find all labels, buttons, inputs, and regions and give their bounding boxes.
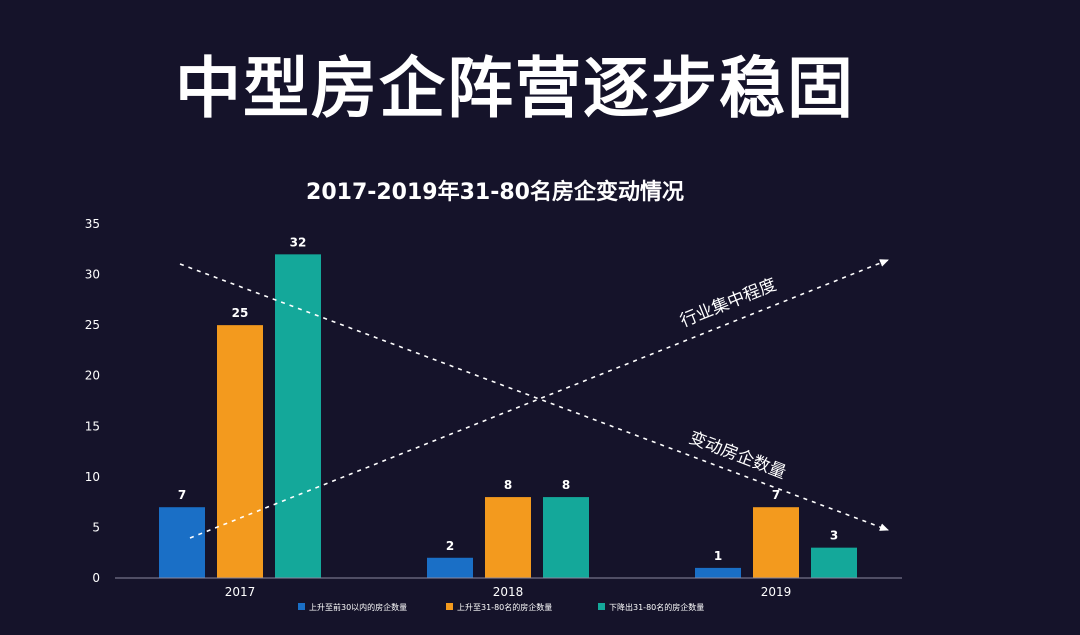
y-tick-label: 5 xyxy=(92,520,100,534)
legend-label: 下降出31-80名的房企数量 xyxy=(609,602,704,612)
bar-value-label: 7 xyxy=(772,488,780,502)
annotation-falling: 变动房企数量 xyxy=(686,428,788,483)
chart-title: 2017-2019年31-80名房企变动情况 xyxy=(0,174,1080,206)
bar xyxy=(543,497,589,578)
legend-label: 上升至31-80名的房企数量 xyxy=(457,602,552,612)
bar-value-label: 1 xyxy=(714,549,722,563)
y-axis: 0 5 10 15 20 25 30 35 xyxy=(85,217,100,585)
x-tick-label: 2018 xyxy=(493,585,524,599)
bar-value-label: 2 xyxy=(446,539,454,553)
bar xyxy=(753,507,799,578)
bar-value-label: 25 xyxy=(232,306,249,320)
legend-swatch xyxy=(446,603,453,610)
bar-value-label: 3 xyxy=(830,529,838,543)
y-tick-label: 35 xyxy=(85,217,100,231)
legend-swatch xyxy=(298,603,305,610)
bar-value-label: 32 xyxy=(290,235,307,249)
y-tick-label: 10 xyxy=(85,470,100,484)
y-tick-label: 25 xyxy=(85,318,100,332)
bar xyxy=(159,507,205,578)
y-tick-label: 20 xyxy=(85,369,100,383)
bars: 7 25 32 2 8 8 1 7 3 xyxy=(159,235,857,579)
bar xyxy=(427,557,473,578)
bar xyxy=(695,567,741,578)
x-tick-label: 2017 xyxy=(225,585,256,599)
x-tick-label: 2019 xyxy=(761,585,792,599)
legend-label: 上升至前30以内的房企数量 xyxy=(309,602,407,612)
bar xyxy=(217,325,263,578)
y-tick-label: 15 xyxy=(85,419,100,433)
legend: 上升至前30以内的房企数量 上升至31-80名的房企数量 下降出31-80名的房企数… xyxy=(298,602,704,612)
legend-swatch xyxy=(598,603,605,610)
headline: 中型房企阵营逐步稳固 xyxy=(175,50,855,127)
x-axis: 2017 2018 2019 xyxy=(225,585,792,599)
trend-arrow-falling xyxy=(179,263,889,531)
bar-value-label: 8 xyxy=(504,478,512,492)
bar xyxy=(485,497,531,578)
chart-title-text: 2017-2019年31-80名房企变动情况 xyxy=(306,180,684,205)
y-tick-label: 30 xyxy=(85,268,100,282)
bar-value-label: 8 xyxy=(562,478,570,492)
bar xyxy=(811,547,857,578)
y-tick-label: 0 xyxy=(92,571,100,585)
bar-value-label: 7 xyxy=(178,488,186,502)
